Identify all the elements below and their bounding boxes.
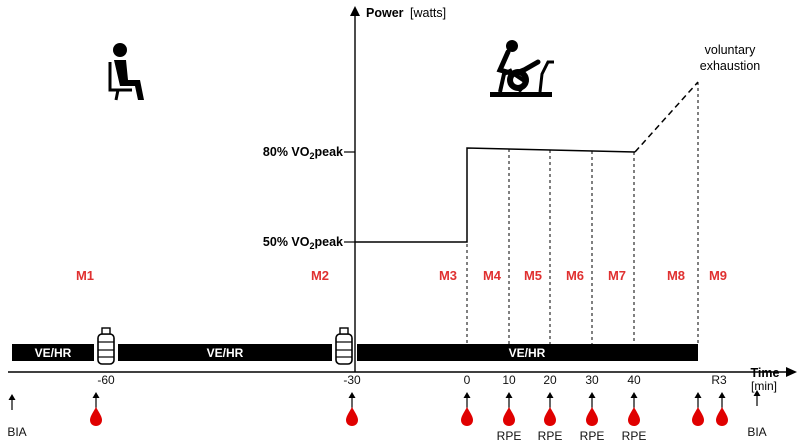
m5-label: M5 [524,268,542,283]
bia-start-label: BIA [7,425,26,439]
vehr-bar-3-label: VE/HR [509,346,546,360]
rpe-label-20: RPE [538,429,563,442]
tick-30: 30 [585,373,599,387]
m8-label: M8 [667,268,685,283]
arrow-up-icon [693,391,703,409]
seated-person-icon [108,43,144,101]
blood-drop-icon [692,407,704,426]
blood-drop-icon [503,407,515,426]
vehr-bar-2 [118,344,332,361]
tick-minus-60: -60 [97,373,115,387]
tick-20: 20 [543,373,557,387]
arrow-up-icon [462,391,472,409]
time-guides [466,82,699,344]
level-high-label: 80% VO2peak [263,145,343,161]
y-axis-title: Power [watts] [366,6,446,20]
blood-drop-icon [90,407,102,426]
arrow-up-icon [587,391,597,409]
level-low-label: 50% VO2peak [263,235,343,251]
water-bottle-icon [97,327,115,365]
tick-40: 40 [627,373,641,387]
tick-10: 10 [502,373,516,387]
vehr-bar-1 [12,344,94,361]
rpe-label-10: RPE [497,429,522,442]
vehr-bar-3 [357,344,698,361]
incremental-ramp-line [634,81,699,153]
tick-0: 0 [464,373,471,387]
arrow-up-icon [717,391,727,409]
rpe-label-30: RPE [580,429,605,442]
blood-drop-icon [628,407,640,426]
arrow-up-icon [545,391,555,409]
water-bottle-icon [335,327,353,365]
arrow-up-icon [504,391,514,409]
blood-drop-icon [716,407,728,426]
vehr-bar-1-label: VE/HR [35,346,72,360]
bia-end-label: BIA [747,425,766,439]
m9-label: M9 [709,268,727,283]
blood-drop-icon [544,407,556,426]
m2-label: M2 [311,268,329,283]
arrow-up-icon [629,391,639,409]
m4-label: M4 [483,268,502,283]
m7-label: M7 [608,268,626,283]
arrow-up-icon [347,391,357,409]
tick-r3: R3 [711,373,727,387]
exhaustion-annotation-line1: voluntary [705,43,756,57]
vehr-bar-2-label: VE/HR [207,346,244,360]
x-axis-title: Time [751,366,780,380]
power-profile-line [355,147,636,243]
exhaustion-annotation-line2: exhaustion [700,59,761,73]
blood-drop-icon [586,407,598,426]
tick-minus-30: -30 [343,373,361,387]
m1-label: M1 [76,268,94,283]
blood-drop-icon [346,407,358,426]
y-axis-arrow-icon [350,6,360,16]
rpe-label-40: RPE [622,429,647,442]
m6-label: M6 [566,268,584,283]
x-axis-arrow-icon [786,367,797,377]
m3-label: M3 [439,268,457,283]
arrow-up-icon [7,393,17,411]
blood-drop-icon [461,407,473,426]
cyclist-on-ergometer-icon [490,40,554,97]
arrow-up-icon [91,391,101,409]
x-axis-unit: [min] [751,379,777,393]
